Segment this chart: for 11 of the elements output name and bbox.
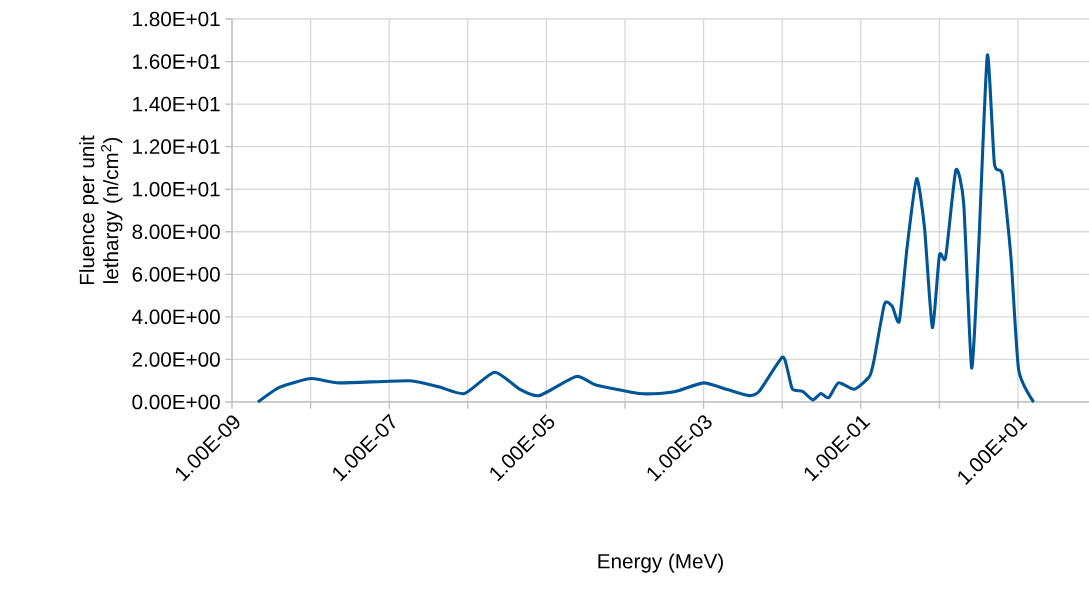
y-tick-label: 1.80E+01 (133, 11, 220, 27)
y-tick-label: 1.00E+01 (133, 181, 220, 197)
y-tick-label: 1.60E+01 (133, 54, 220, 69)
y-tick-label: 1.20E+01 (133, 139, 220, 154)
y-tick-label: 0.00E+00 (132, 394, 220, 410)
y-tick-label: 2.00E+00 (132, 352, 220, 367)
y-tick-label: 1.40E+01 (133, 96, 220, 112)
y-tick-label: 6.00E+00 (132, 267, 220, 282)
x-axis-title: Energy (MeV) (598, 553, 723, 573)
y-tick-label: 4.00E+00 (132, 309, 220, 325)
y-tick-label: 8.00E+00 (132, 224, 220, 240)
